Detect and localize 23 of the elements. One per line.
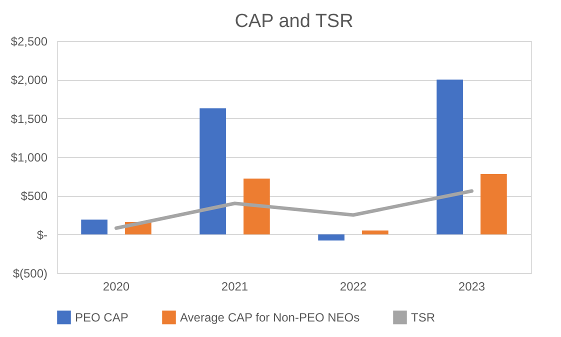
bar bbox=[362, 230, 388, 234]
y-tick-label: $(500) bbox=[12, 266, 48, 280]
line-series bbox=[114, 189, 474, 230]
x-tick-label: 2021 bbox=[221, 280, 248, 294]
bar bbox=[81, 220, 108, 234]
bar bbox=[436, 80, 463, 234]
bar bbox=[318, 234, 344, 241]
x-tick-label: 2023 bbox=[458, 280, 486, 294]
legend-label: Average CAP for Non-PEO NEOs bbox=[180, 310, 360, 324]
y-tick-label: $2,500 bbox=[10, 34, 48, 48]
bar bbox=[244, 178, 270, 234]
y-tick-label: $500 bbox=[20, 189, 48, 204]
x-tick-label: 2022 bbox=[340, 280, 367, 294]
chart-title: CAP and TSR bbox=[234, 11, 354, 32]
x-tick-label: 2020 bbox=[102, 280, 130, 294]
y-tick-label: $- bbox=[36, 228, 48, 242]
bar bbox=[480, 174, 507, 234]
legend-label: PEO CAP bbox=[75, 310, 128, 324]
y-tick-label: $1,000 bbox=[10, 150, 48, 164]
y-tick-label: $2,000 bbox=[10, 73, 48, 88]
y-tick-label: $1,500 bbox=[10, 112, 48, 126]
bar bbox=[200, 108, 226, 234]
legend-label: TSR bbox=[411, 310, 436, 324]
